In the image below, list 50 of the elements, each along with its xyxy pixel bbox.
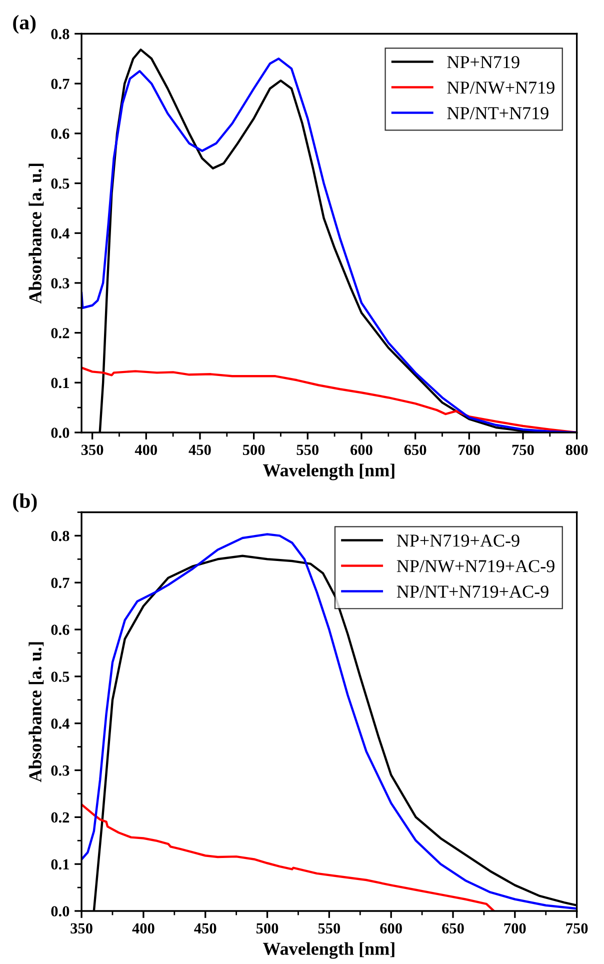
x-tick-label: 500 — [256, 923, 278, 934]
legend-label: NP/NW+N719 — [447, 82, 554, 94]
y-axis-title: Absorbance [a. u.] — [28, 642, 44, 782]
y-tick-label: 0.4 — [51, 228, 70, 239]
x-tick-label: 750 — [566, 923, 588, 934]
y-axis-title: Absorbance [a. u.] — [28, 164, 44, 304]
legend-label: NP/NT+N719+AC-9 — [396, 586, 548, 598]
x-tick-label: 450 — [188, 444, 211, 456]
x-tick-label: 650 — [404, 444, 426, 456]
x-tick-label: 600 — [380, 923, 402, 934]
x-tick-label: 750 — [512, 444, 534, 456]
x-tick-label: 400 — [132, 923, 154, 934]
x-tick-label: 550 — [318, 923, 340, 934]
legend-label: NP+N719+AC-9 — [396, 534, 520, 547]
x-tick-label: 350 — [70, 923, 92, 934]
x-tick-label: 550 — [296, 444, 319, 456]
y-tick-label: 0.5 — [51, 672, 70, 682]
y-tick-label: 0.3 — [51, 278, 70, 288]
x-tick-label: 450 — [194, 923, 216, 934]
x-tick-label: 400 — [134, 444, 158, 456]
y-tick-label: 0.7 — [51, 78, 70, 90]
y-tick-label: 0.1 — [51, 859, 69, 870]
x-tick-label: 800 — [566, 444, 588, 456]
y-tick-label: 0.4 — [51, 718, 70, 729]
y-tick-label: 0.6 — [51, 624, 70, 636]
y-tick-label: 0.5 — [51, 178, 70, 189]
y-tick-label: 0.8 — [51, 28, 70, 40]
y-tick-label: 0.2 — [51, 812, 70, 823]
x-tick-label: 650 — [442, 923, 464, 934]
legend-label: NP+N719 — [447, 56, 520, 68]
y-tick-label: 0.1 — [51, 378, 69, 388]
x-tick-label: 700 — [458, 444, 480, 456]
x-tick-label: 700 — [504, 923, 526, 934]
chart-title: (a) — [13, 14, 36, 34]
y-tick-label: 0.2 — [51, 328, 70, 338]
chart-title: (b) — [13, 493, 37, 512]
y-tick-label: 0.3 — [51, 765, 70, 776]
legend-label: NP/NW+N719+AC-9 — [396, 560, 554, 572]
legend-label: NP/NT+N719 — [447, 107, 548, 120]
y-tick-label: 0.0 — [51, 906, 70, 916]
x-axis-title: Wavelength [nm] — [262, 464, 394, 480]
y-tick-label: 0.6 — [51, 128, 70, 139]
x-tick-label: 500 — [242, 444, 265, 456]
y-tick-label: 0.0 — [51, 428, 70, 438]
x-tick-label: 600 — [350, 444, 372, 456]
x-axis-title: Wavelength [nm] — [262, 942, 394, 959]
y-tick-label: 0.8 — [51, 530, 70, 542]
y-tick-label: 0.7 — [51, 578, 70, 588]
x-tick-label: 350 — [81, 444, 104, 456]
line-series — [82, 803, 495, 911]
